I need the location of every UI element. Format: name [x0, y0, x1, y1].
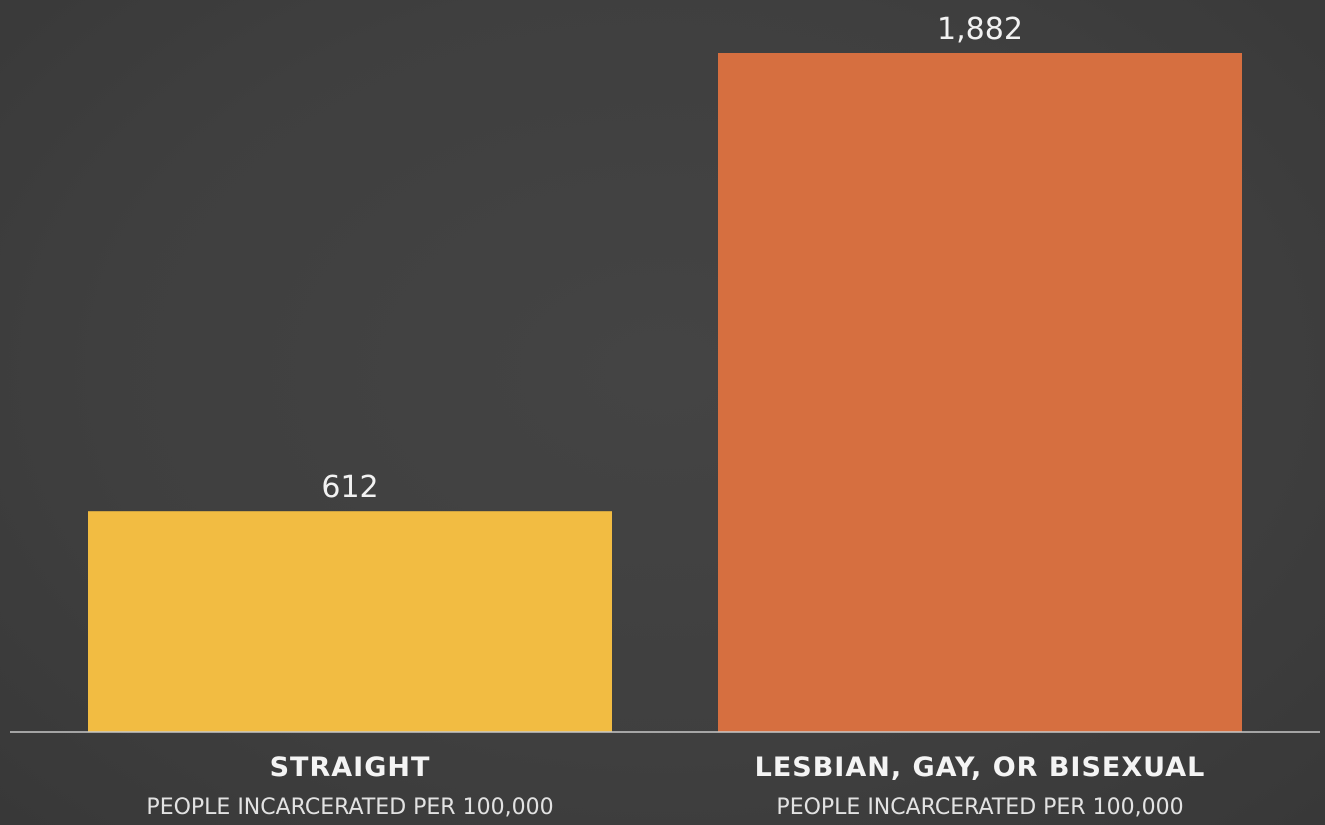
category-sublabel-1: PEOPLE INCARCERATED PER 100,000: [146, 795, 553, 820]
bar-1: [88, 511, 612, 732]
category-label-2: LESBIAN, GAY, OR BISEXUAL: [755, 752, 1206, 783]
bar-2: [718, 53, 1242, 732]
category-sublabel-2: PEOPLE INCARCERATED PER 100,000: [776, 795, 1183, 820]
value-label-1: 612: [321, 470, 378, 505]
value-label-2: 1,882: [937, 12, 1023, 47]
category-label-1: STRAIGHT: [270, 752, 431, 783]
